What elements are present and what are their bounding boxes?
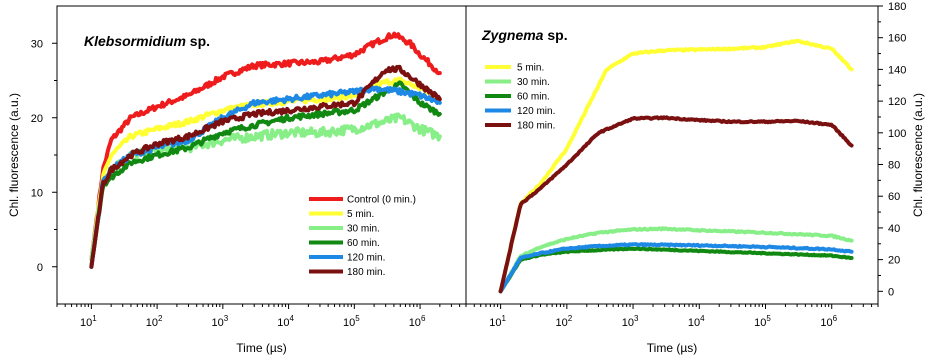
legend-label: 120 min. [517,106,555,117]
panel-title-part: sp. [186,33,210,49]
panel-frame [465,5,879,305]
panel-title: Zygnema sp. [481,27,568,43]
y-tick-label: 180 [888,1,906,13]
series-line [89,84,442,269]
x-tick-exponent: 6 [421,314,426,323]
x-tick-label: 103 [622,314,639,329]
x-tick-label: 104 [688,314,705,329]
x-tick-label: 102 [146,314,163,329]
x-tick-exponent: 5 [766,314,771,323]
legend-label: 60 min. [517,92,550,103]
y-tick-label: 140 [888,64,906,76]
y-tick-label: 120 [888,96,906,108]
y-tick-label: 60 [888,191,900,203]
y-tick-label: 20 [31,113,43,125]
x-tick-exponent: 2 [568,314,573,323]
x-tick-exponent: 1 [502,314,507,323]
series-line [89,80,442,269]
x-tick-exponent: 1 [92,314,97,323]
x-tick-label: 102 [555,314,572,329]
legend-label: 180 min. [517,121,555,132]
series-line [89,31,442,262]
y-tick-label: 10 [31,187,43,199]
panel-title-part: sp. [543,27,567,43]
legend-label: 30 min. [347,224,380,235]
x-tick-exponent: 4 [700,314,705,323]
legend-label: Control (0 min.) [347,195,416,206]
y-tick-label: 0 [888,286,894,298]
panel-frame [56,5,467,305]
y-axis-label: Chl. fluorescence (a.u.) [7,93,21,217]
series-line [498,242,854,294]
x-axis-label: Time (µs) [647,341,697,355]
x-axis-label: Time (µs) [236,341,286,355]
y-tick-label: 160 [888,33,906,45]
y-tick-label: 0 [37,262,43,274]
x-tick-label: 104 [277,314,294,329]
x-tick-exponent: 2 [158,314,163,323]
x-tick-exponent: 6 [833,314,838,323]
y-tick-label: 30 [31,38,43,50]
x-tick-exponent: 3 [224,314,229,323]
series-line [498,226,854,294]
legend-label: 5 min. [517,63,544,74]
legend-label: 30 min. [517,77,550,88]
y-tick-label: 80 [888,160,900,172]
series-line [498,115,854,294]
y-tick-label: 20 [888,255,900,267]
x-tick-label: 101 [489,314,506,329]
x-tick-label: 106 [820,314,837,329]
legend-label: 180 min. [347,267,385,278]
x-tick-label: 101 [80,314,97,329]
y-tick-label: 100 [888,128,906,140]
x-tick-label: 103 [211,314,228,329]
y-tick-label: 40 [888,223,900,235]
series-line [498,38,854,294]
x-tick-label: 105 [754,314,771,329]
panel-title: Klebsormidium sp. [84,33,210,49]
x-tick-label: 106 [409,314,426,329]
series-line [89,76,442,262]
x-tick-exponent: 5 [355,314,360,323]
legend-label: 120 min. [347,253,385,264]
series-line [498,246,854,294]
panel-title-part: Klebsormidium [84,33,186,49]
y-axis-label: Chl. fluorescence (a.u.) [911,93,925,217]
legend-label: 5 min. [347,209,374,220]
series-line [89,64,442,269]
panel-title-part: Zygnema [481,27,544,43]
legend-label: 60 min. [347,238,380,249]
x-tick-exponent: 3 [634,314,639,323]
x-tick-label: 105 [343,314,360,329]
x-tick-exponent: 4 [289,314,294,323]
